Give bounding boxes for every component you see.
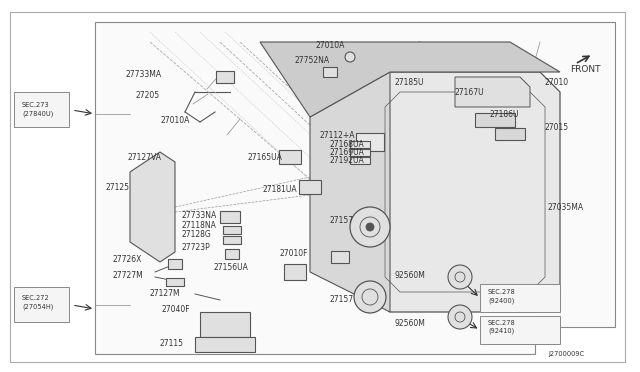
Text: (92400): (92400) (488, 297, 515, 304)
Bar (284, 264, 306, 280)
Bar (350, 157, 370, 164)
Text: 27727M: 27727M (112, 272, 143, 280)
Text: 27192UA: 27192UA (330, 155, 365, 164)
Bar (25, 103, 55, 125)
Text: 27752NA: 27752NA (295, 55, 330, 64)
Bar (495, 128, 525, 140)
Text: 27157: 27157 (330, 295, 354, 305)
Text: 27010A: 27010A (161, 115, 190, 125)
Text: 27723P: 27723P (182, 243, 211, 251)
Text: 27035MA: 27035MA (548, 202, 584, 212)
Bar (323, 67, 337, 77)
Text: 27167U: 27167U (455, 87, 484, 96)
Polygon shape (260, 42, 560, 117)
Circle shape (366, 223, 374, 231)
Polygon shape (310, 72, 390, 312)
Text: 92560M: 92560M (395, 270, 426, 279)
Bar (223, 226, 241, 234)
Text: 27168UA: 27168UA (330, 140, 365, 148)
Bar (14, 92, 69, 127)
Circle shape (448, 265, 472, 289)
Text: 27726X: 27726X (112, 256, 141, 264)
Text: (27840U): (27840U) (22, 110, 53, 116)
Bar (356, 133, 384, 151)
Polygon shape (95, 22, 615, 354)
Text: 27118NA: 27118NA (182, 221, 217, 230)
Circle shape (345, 52, 355, 62)
Bar (216, 71, 234, 83)
Text: 27733MA: 27733MA (126, 70, 162, 78)
Bar (220, 211, 240, 223)
Bar (279, 150, 301, 164)
Text: SEC.278: SEC.278 (488, 320, 516, 326)
Text: 27127VA: 27127VA (128, 153, 162, 161)
Bar (350, 141, 370, 148)
Text: 27157: 27157 (330, 215, 354, 224)
Bar (480, 284, 560, 312)
Text: (92410): (92410) (488, 328, 515, 334)
Bar (25, 298, 55, 320)
Text: (27054H): (27054H) (22, 304, 53, 311)
Bar (223, 236, 241, 244)
Text: 27127M: 27127M (150, 289, 180, 298)
Text: 27010F: 27010F (280, 250, 308, 259)
Bar (299, 180, 321, 194)
Text: SEC.272: SEC.272 (22, 295, 50, 301)
Polygon shape (195, 337, 255, 352)
Bar (350, 148, 370, 155)
Bar (225, 249, 239, 259)
Text: 27181UA: 27181UA (263, 185, 298, 193)
Text: 27112+A: 27112+A (320, 131, 355, 140)
Text: 27165UA: 27165UA (247, 153, 282, 161)
Bar (480, 316, 560, 344)
Text: 27205: 27205 (136, 90, 160, 99)
Text: 27115: 27115 (160, 340, 184, 349)
Text: SEC.273: SEC.273 (22, 102, 50, 108)
Text: FRONT: FRONT (570, 64, 600, 74)
Circle shape (354, 281, 386, 313)
Text: 27156UA: 27156UA (213, 263, 248, 272)
Circle shape (448, 305, 472, 329)
Text: 92560M: 92560M (395, 320, 426, 328)
Polygon shape (455, 77, 530, 107)
Bar (166, 278, 184, 286)
Text: 27010A: 27010A (316, 41, 345, 49)
Text: 27733NA: 27733NA (182, 211, 217, 219)
Text: SEC.278: SEC.278 (488, 289, 516, 295)
Text: 27015: 27015 (545, 122, 569, 131)
Text: 27040F: 27040F (162, 305, 191, 314)
Text: 27010: 27010 (545, 77, 569, 87)
Text: 27128G: 27128G (182, 230, 212, 238)
Polygon shape (130, 152, 175, 262)
Text: 27169UA: 27169UA (330, 148, 365, 157)
Polygon shape (370, 72, 560, 312)
Polygon shape (200, 312, 250, 337)
Circle shape (350, 207, 390, 247)
Text: J2700009C: J2700009C (548, 351, 584, 357)
Bar (168, 259, 182, 269)
Text: 27186U: 27186U (490, 109, 520, 119)
Text: 27185U: 27185U (395, 77, 424, 87)
Bar (331, 251, 349, 263)
Bar (475, 113, 515, 127)
Text: 27125: 27125 (106, 183, 130, 192)
Bar (14, 287, 69, 322)
